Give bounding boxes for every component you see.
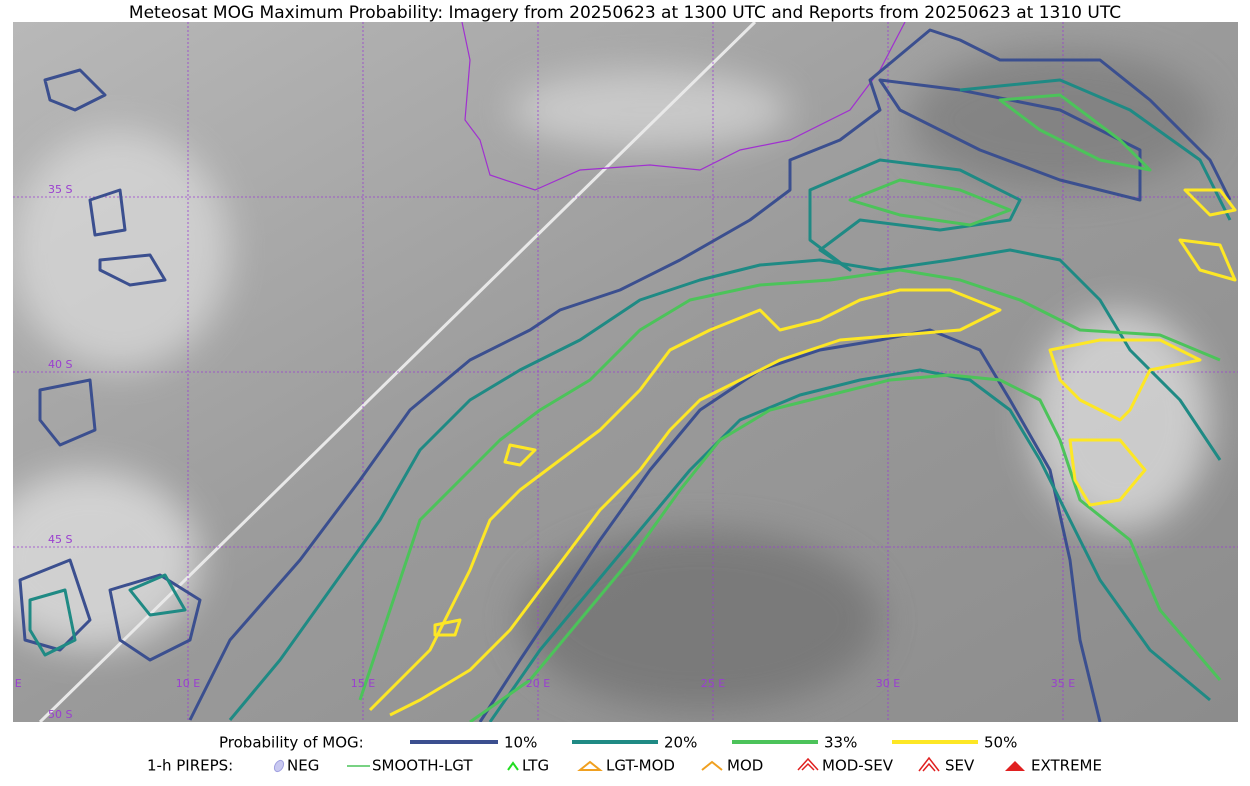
legend-icon (701, 760, 723, 771)
legend-title: 1-h PIREPS: (147, 757, 233, 775)
contour-33 (848, 93, 1152, 227)
longitude-label: 25 E (701, 677, 725, 690)
latitude-label: 35 S (48, 183, 72, 196)
longitude-label: 30 E (876, 677, 900, 690)
coastline (461, 22, 906, 191)
title: Meteosat MOG Maximum Probability: Imager… (129, 3, 1121, 23)
contour-33 (358, 268, 1221, 701)
contour-10 (18, 68, 1142, 662)
legend-label: NEG (287, 757, 319, 775)
legend-label: LGT-MOD (606, 757, 675, 775)
longitude-label: 20 E (526, 677, 550, 690)
latitude-label: 45 S (48, 533, 72, 546)
contour-50 (368, 288, 1002, 717)
legend-label: SEV (945, 757, 975, 775)
legend-label: MOD (727, 757, 763, 775)
legend-icon (507, 761, 519, 771)
legend-label: SMOOTH-LGT (372, 757, 473, 775)
longitude-label: 5 E (4, 677, 21, 690)
legend-icon (1005, 761, 1025, 771)
latitude-label: 50 S (48, 708, 72, 721)
longitude-label: 15 E (351, 677, 375, 690)
contour-20 (228, 248, 1222, 721)
legend-label: 20% (664, 734, 697, 752)
contour-10 (188, 28, 1232, 721)
legend-icon (577, 760, 603, 771)
legend-icon (918, 756, 940, 772)
longitude-label: 10 E (176, 677, 200, 690)
contour-50 (433, 188, 1237, 637)
contours (18, 28, 1237, 722)
map: 35 S 40 S 45 S 50 S 5 E 10 E 15 E 20 E 2… (4, 22, 1238, 722)
contour-20 (488, 368, 1211, 722)
legend-icon (797, 757, 819, 771)
legend-title: Probability of MOG: (219, 734, 364, 752)
legend-label: 10% (504, 734, 537, 752)
legend: Probability of MOG: 10% 20% 33% 50% 1-h … (147, 734, 1102, 775)
latitude-label: 40 S (48, 358, 72, 371)
contour-20 (28, 78, 1232, 657)
legend-icon (273, 759, 285, 773)
legend-label: EXTREME (1031, 757, 1102, 775)
legend-label: 33% (824, 734, 857, 752)
contour-33 (469, 373, 1222, 722)
legend-label: LTG (522, 757, 549, 775)
contour-10 (478, 328, 1102, 722)
legend-label: MOD-SEV (822, 757, 894, 775)
legend-label: 50% (984, 734, 1017, 752)
longitude-label: 35 E (1051, 677, 1075, 690)
